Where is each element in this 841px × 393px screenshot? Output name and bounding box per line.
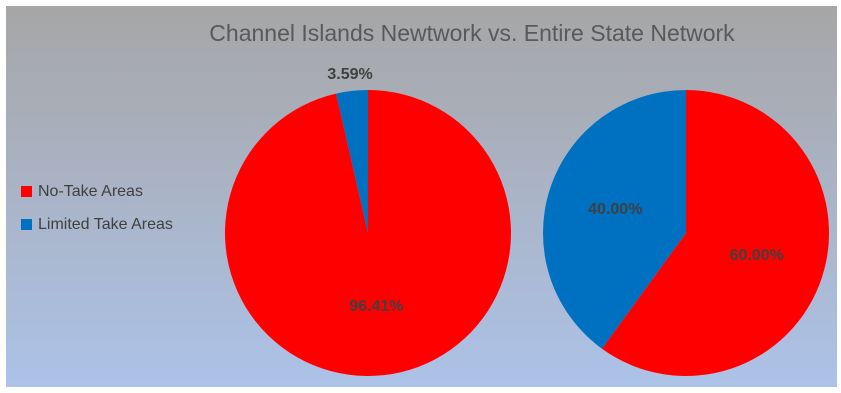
pie-1-label-limited-take-areas: 3.59% (327, 66, 372, 83)
pie-2-slice-no-take-areas (601, 90, 830, 377)
legend-item-limited-take: Limited Take Areas (21, 214, 173, 235)
legend-item-no-take: No-Take Areas (21, 181, 173, 202)
pie-2-label-no-take-areas: 60.00% (730, 247, 784, 264)
legend-swatch-no-take (21, 186, 32, 197)
legend: No-Take Areas Limited Take Areas (21, 181, 173, 247)
legend-label-limited-take: Limited Take Areas (38, 215, 173, 233)
pie-charts: 96.41% 3.59% 60.00% 40.00% (224, 66, 830, 377)
pie-1-slice-no-take-areas (224, 90, 511, 376)
pie-1-label-no-take-areas: 96.41% (349, 298, 403, 315)
pie-1-slice-limited-take-areas (336, 90, 368, 233)
pie-2-slice-limited-take-areas (543, 90, 686, 349)
legend-label-no-take: No-Take Areas (38, 182, 143, 200)
legend-swatch-limited-take (21, 219, 32, 230)
pie-2-label-limited-take-areas: 40.00% (588, 201, 642, 218)
chart-title: Channel Islands Newtwork vs. Entire Stat… (209, 20, 735, 46)
chart-area: Channel Islands Newtwork vs. Entire Stat… (6, 6, 837, 387)
